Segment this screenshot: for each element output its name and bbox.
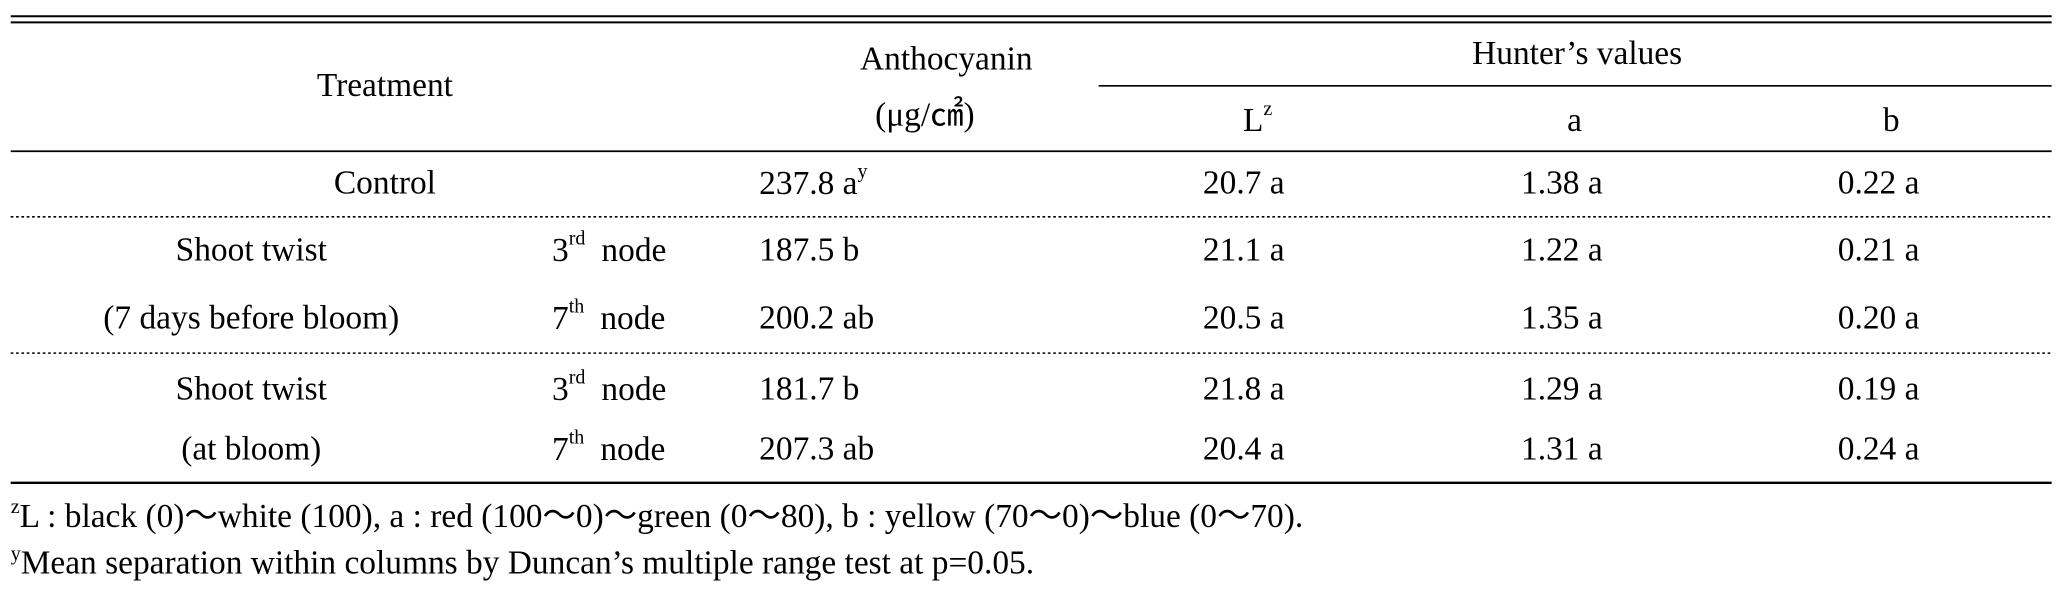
- header: Anthocyanin: [860, 40, 1033, 77]
- group-label: (7 days before bloom): [103, 300, 399, 337]
- cell: 237.8 a: [759, 165, 858, 202]
- node-number: 3: [552, 232, 569, 269]
- footnote-text: L : black (0)～white (100), a : red (100～…: [20, 498, 1304, 535]
- node-text: node: [601, 371, 666, 408]
- group-label: Shoot twist: [176, 371, 328, 408]
- cell: 0.24 a: [1838, 431, 1920, 468]
- footnote: zL : black (0)～white (100), a : red (100…: [11, 496, 1304, 535]
- cell: 1.29 a: [1521, 371, 1603, 408]
- groups: Shoot twist(7 days before bloom)3rd node 1…: [103, 227, 1919, 468]
- node-cell: 7th node: [552, 295, 665, 336]
- node-text: node: [600, 431, 665, 468]
- superscript: z: [11, 496, 20, 518]
- cell: 0.21 a: [1838, 232, 1920, 269]
- cell: 20.7 a: [1203, 165, 1285, 202]
- superscript: rd: [569, 227, 586, 249]
- footnote-text: Mean separation within columns by Duncan…: [21, 544, 1034, 581]
- superscript: th: [569, 426, 585, 448]
- superscript: rd: [569, 366, 586, 388]
- node-number: 7: [552, 431, 569, 468]
- cell: 237.8 ay: [759, 160, 867, 201]
- node-number: 7: [552, 300, 569, 337]
- cell: 20.5 a: [1203, 300, 1285, 337]
- header: b: [1883, 102, 1900, 139]
- cell: 1.38 a: [1521, 165, 1603, 202]
- header: Hunter’s values: [1472, 35, 1682, 72]
- footnote: yMean separation within columns by Dunca…: [11, 543, 1034, 582]
- cell: 21.1 a: [1203, 232, 1285, 269]
- header-unit: (μg/㎠): [875, 97, 975, 134]
- group-label: Shoot twist: [176, 232, 328, 269]
- superscript: y: [858, 160, 868, 182]
- cell: 207.3 ab: [759, 431, 874, 468]
- group-label: (at bloom): [181, 431, 321, 468]
- cell: 21.8 a: [1203, 371, 1285, 408]
- node-text: node: [600, 300, 665, 337]
- cell: Control: [334, 165, 436, 202]
- node-number: 3: [552, 371, 569, 408]
- cell: 1.35 a: [1521, 300, 1603, 337]
- cell: 0.20 a: [1838, 300, 1920, 337]
- cell: 181.7 b: [759, 371, 859, 408]
- superscript: y: [11, 543, 21, 565]
- header: a: [1567, 102, 1582, 139]
- superscript: th: [569, 295, 585, 317]
- cell: 0.22 a: [1838, 165, 1920, 202]
- header: Lz: [1243, 97, 1272, 138]
- superscript: z: [1263, 97, 1272, 119]
- node-cell: 7th node: [552, 426, 665, 467]
- cell: 20.4 a: [1203, 431, 1285, 468]
- cell: 200.2 ab: [759, 300, 874, 337]
- cell: 1.31 a: [1521, 431, 1603, 468]
- node-cell: 3rd node: [552, 227, 666, 268]
- header: L: [1243, 102, 1263, 139]
- node-text: node: [601, 232, 666, 269]
- cell: 187.5 b: [759, 232, 859, 269]
- cell: 0.19 a: [1838, 371, 1920, 408]
- cell: 1.22 a: [1521, 232, 1603, 269]
- header: Treatment: [317, 67, 454, 104]
- node-cell: 3rd node: [552, 366, 666, 407]
